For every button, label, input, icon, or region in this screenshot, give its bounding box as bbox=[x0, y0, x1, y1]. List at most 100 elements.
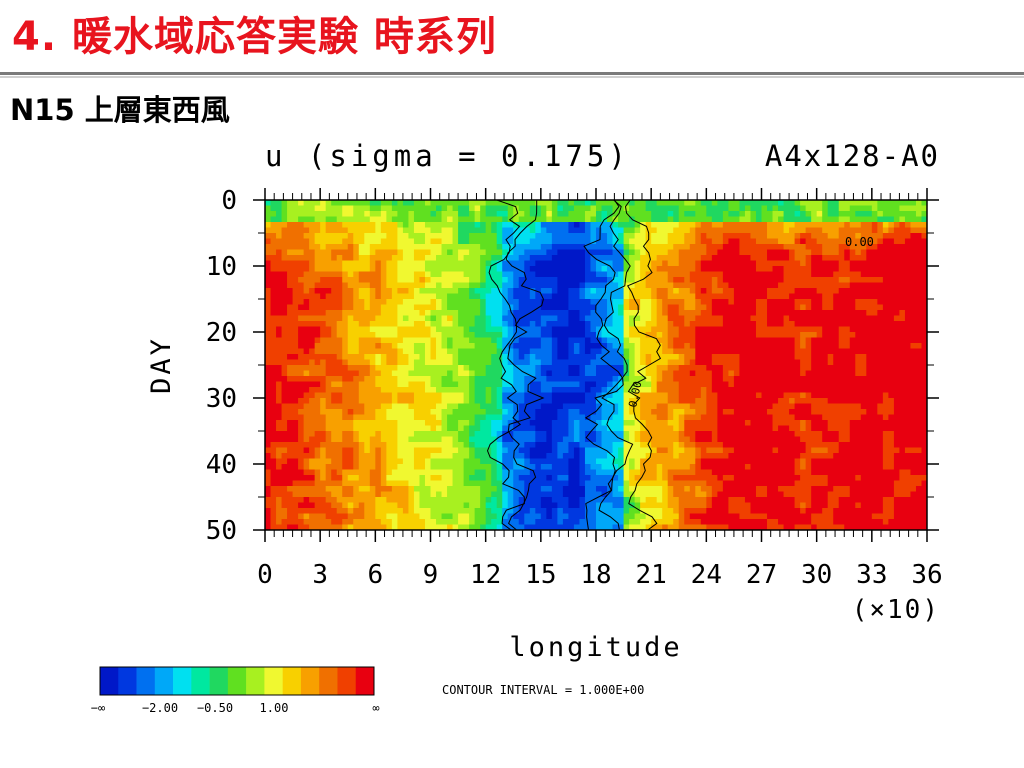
field-cell bbox=[800, 315, 807, 322]
field-cell bbox=[607, 310, 614, 317]
field-cell bbox=[303, 244, 310, 251]
field-cell bbox=[419, 414, 426, 421]
field-cell bbox=[733, 238, 741, 245]
field-cell bbox=[513, 370, 520, 377]
field-cell bbox=[573, 414, 581, 421]
field-cell bbox=[507, 425, 514, 432]
field-cell bbox=[882, 359, 889, 366]
field-cell bbox=[458, 392, 465, 399]
field-cell bbox=[921, 282, 927, 289]
field-cell bbox=[800, 365, 807, 372]
field-cell bbox=[860, 409, 867, 416]
field-cell bbox=[386, 222, 393, 229]
field-cell bbox=[789, 238, 796, 245]
field-cell bbox=[877, 343, 884, 350]
field-cell bbox=[899, 326, 906, 333]
field-cell bbox=[706, 326, 713, 333]
field-cell bbox=[386, 348, 393, 355]
field-cell bbox=[601, 376, 608, 383]
field-cell bbox=[662, 238, 669, 245]
field-cell bbox=[910, 326, 917, 333]
field-cell bbox=[789, 233, 796, 240]
field-cell bbox=[364, 244, 371, 251]
field-cell bbox=[722, 354, 729, 361]
field-cell bbox=[391, 414, 398, 421]
field-cell bbox=[358, 222, 365, 229]
field-cell bbox=[877, 293, 884, 300]
field-cell bbox=[706, 365, 713, 372]
field-cell bbox=[607, 354, 614, 361]
field-cell bbox=[827, 315, 834, 322]
field-cell bbox=[358, 420, 365, 427]
field-cell bbox=[513, 266, 520, 273]
field-cell bbox=[888, 420, 895, 427]
field-cell bbox=[695, 299, 702, 306]
field-cell bbox=[783, 310, 790, 317]
field-cell bbox=[778, 211, 785, 218]
field-cell bbox=[303, 359, 310, 366]
field-cell bbox=[866, 359, 873, 366]
field-cell bbox=[629, 249, 636, 256]
field-cell bbox=[557, 310, 564, 317]
field-cell bbox=[270, 277, 277, 284]
field-cell bbox=[573, 343, 581, 350]
field-cell bbox=[265, 299, 272, 306]
field-cell bbox=[689, 398, 696, 405]
field-cell bbox=[491, 200, 498, 207]
field-cell bbox=[408, 238, 415, 245]
field-cell bbox=[722, 332, 729, 339]
field-cell bbox=[463, 244, 470, 251]
field-cell bbox=[469, 271, 476, 278]
field-cell bbox=[833, 282, 840, 289]
field-cell bbox=[827, 387, 834, 394]
field-cell bbox=[496, 409, 503, 416]
field-cell bbox=[667, 365, 674, 372]
field-cell bbox=[877, 359, 884, 366]
field-cell bbox=[518, 244, 525, 251]
field-cell bbox=[695, 211, 702, 218]
field-cell bbox=[899, 315, 906, 322]
field-cell bbox=[739, 370, 746, 377]
field-cell bbox=[579, 238, 586, 245]
field-cell bbox=[430, 326, 437, 333]
field-cell bbox=[700, 244, 707, 251]
field-cell bbox=[551, 392, 558, 399]
field-cell bbox=[667, 200, 674, 207]
field-cell bbox=[347, 354, 354, 361]
field-cell bbox=[336, 425, 343, 432]
field-cell bbox=[292, 381, 299, 388]
field-cell bbox=[634, 255, 641, 262]
field-cell bbox=[750, 315, 757, 322]
field-cell bbox=[441, 293, 448, 300]
field-cell bbox=[722, 244, 729, 251]
field-cell bbox=[645, 337, 652, 344]
field-cell bbox=[491, 216, 498, 223]
field-cell bbox=[711, 271, 718, 278]
field-cell bbox=[684, 392, 691, 399]
field-cell bbox=[871, 398, 878, 405]
field-cell bbox=[507, 315, 514, 322]
field-cell bbox=[408, 222, 415, 229]
field-cell bbox=[805, 403, 812, 410]
field-cell bbox=[640, 321, 647, 328]
field-cell bbox=[634, 244, 641, 251]
field-cell bbox=[794, 343, 801, 350]
field-cell bbox=[629, 392, 636, 399]
field-cell bbox=[888, 359, 895, 366]
field-cell bbox=[849, 376, 856, 383]
field-cell bbox=[921, 288, 927, 295]
field-cell bbox=[513, 216, 520, 223]
field-cell bbox=[684, 370, 691, 377]
field-cell bbox=[391, 299, 398, 306]
field-cell bbox=[507, 420, 514, 427]
field-cell bbox=[855, 420, 862, 427]
field-cell bbox=[612, 425, 619, 432]
field-cell bbox=[789, 282, 796, 289]
field-cell bbox=[855, 414, 862, 421]
field-cell bbox=[601, 359, 608, 366]
field-cell bbox=[871, 337, 878, 344]
field-cell bbox=[717, 255, 724, 262]
field-cell bbox=[882, 304, 889, 311]
field-cell bbox=[276, 315, 283, 322]
field-cell bbox=[325, 387, 332, 394]
